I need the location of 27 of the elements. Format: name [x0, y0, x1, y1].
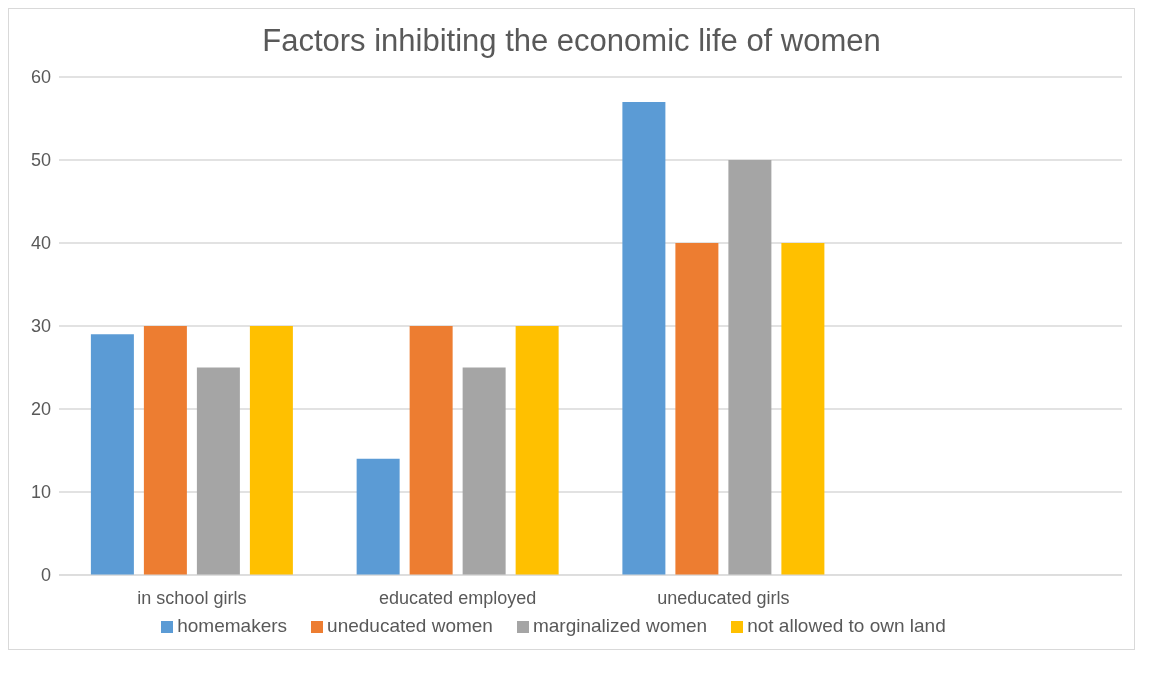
chart-title: Factors inhibiting the economic life of women: [261, 23, 882, 60]
x-tick-label: in school girls: [137, 587, 247, 608]
legend-label: uneducated women: [327, 615, 493, 636]
y-tick-label: 20: [30, 399, 51, 420]
bar: [515, 326, 559, 575]
legend-label: homemakers: [177, 615, 288, 636]
bar: [196, 367, 240, 575]
legend-label: marginalized women: [532, 615, 708, 636]
y-tick-label: 0: [40, 565, 51, 586]
x-tick-label: uneducated girls: [657, 587, 790, 608]
bar: [622, 101, 666, 575]
bar: [781, 243, 825, 575]
bar: [462, 367, 506, 575]
bar: [728, 160, 772, 575]
x-tick-label: educated employed: [379, 587, 537, 608]
bar: [356, 458, 400, 575]
bar: [409, 326, 453, 575]
y-tick-label: 60: [30, 67, 51, 88]
bar: [675, 243, 719, 575]
bar: [90, 334, 134, 575]
y-tick-label: 50: [30, 150, 51, 171]
bar: [249, 326, 293, 575]
y-tick-label: 30: [30, 316, 51, 337]
y-tick-label: 40: [30, 233, 51, 254]
bar: [143, 326, 187, 575]
legend-label: not allowed to own land: [747, 615, 946, 636]
y-tick-label: 10: [30, 482, 51, 503]
